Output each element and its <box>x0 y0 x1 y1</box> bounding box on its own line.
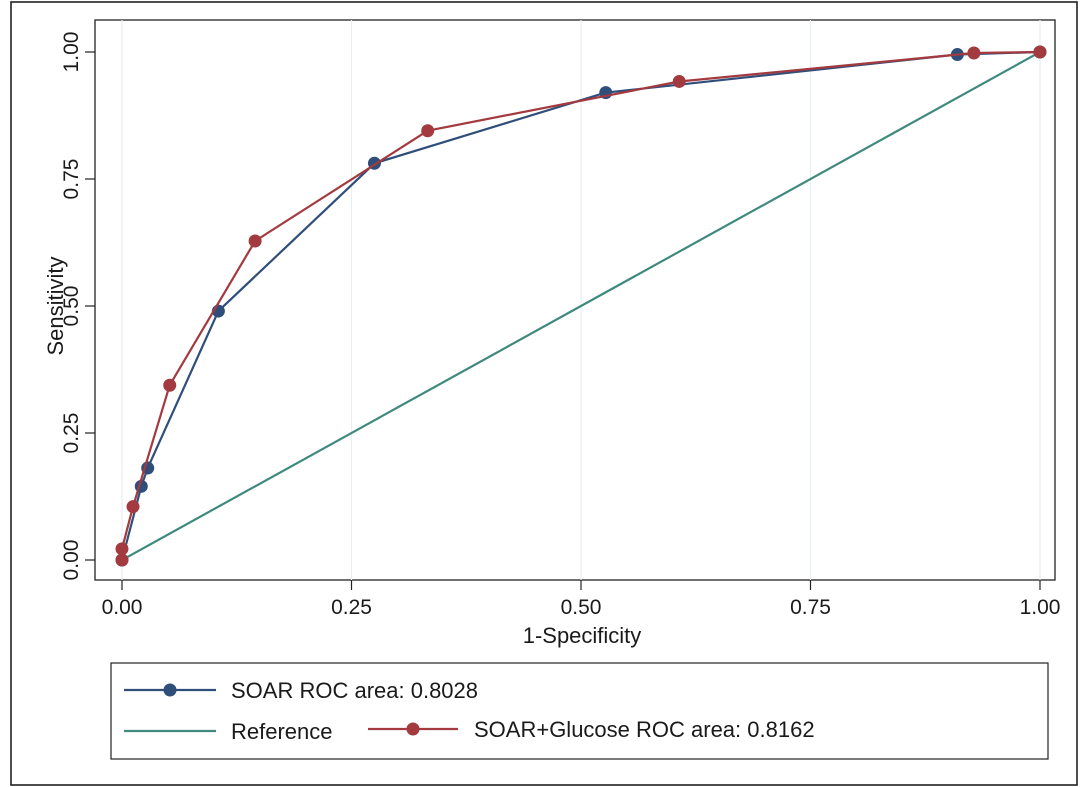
legend-label-soar: SOAR ROC area: 0.8028 <box>231 678 478 703</box>
y-tick-label: 0.50 <box>60 286 83 327</box>
data-point-soar_glucose <box>115 553 129 567</box>
y-axis-label: Sensitivity <box>43 256 68 355</box>
legend: SOAR ROC area: 0.8028 Reference SOAR+Gluco… <box>124 678 815 744</box>
data-point-soar_glucose <box>421 124 435 138</box>
x-axis-label: 1-Specificity <box>523 623 642 648</box>
legend-label-soar_glucose: SOAR+Glucose ROC area: 0.8162 <box>474 717 815 742</box>
y-tick-label: 0.75 <box>60 159 83 200</box>
data-point-soar_glucose <box>248 234 262 248</box>
legend-marker-soar <box>163 683 177 697</box>
x-tick-label: 0.00 <box>102 596 143 619</box>
grid-lines <box>121 20 1041 580</box>
y-tick-label: 0.00 <box>60 540 83 581</box>
y-tick-label: 1.00 <box>60 32 83 73</box>
axes: 0.00 0.25 0.50 0.75 1.00 0.00 0.25 0.50 0.75 1.00 <box>60 32 1060 619</box>
data-point-soar_glucose <box>163 378 177 392</box>
data-point-soar_glucose <box>115 542 129 556</box>
data-point-soar_glucose <box>126 500 140 514</box>
legend-label-reference: Reference <box>231 719 333 744</box>
data-point-soar_glucose <box>672 74 686 88</box>
x-tick-label: 0.25 <box>331 596 372 619</box>
series-line-reference <box>121 51 1041 561</box>
x-tick-label: 1.00 <box>1020 596 1061 619</box>
data-point-soar_glucose <box>1033 45 1047 59</box>
x-tick-label: 0.75 <box>790 596 831 619</box>
y-tick-label: 0.25 <box>60 413 83 454</box>
series-layer <box>115 45 1047 567</box>
data-point-soar_glucose <box>967 46 981 60</box>
legend-box <box>110 662 1049 760</box>
x-tick-label: 0.50 <box>561 596 602 619</box>
legend-marker-soar_glucose <box>406 722 420 736</box>
